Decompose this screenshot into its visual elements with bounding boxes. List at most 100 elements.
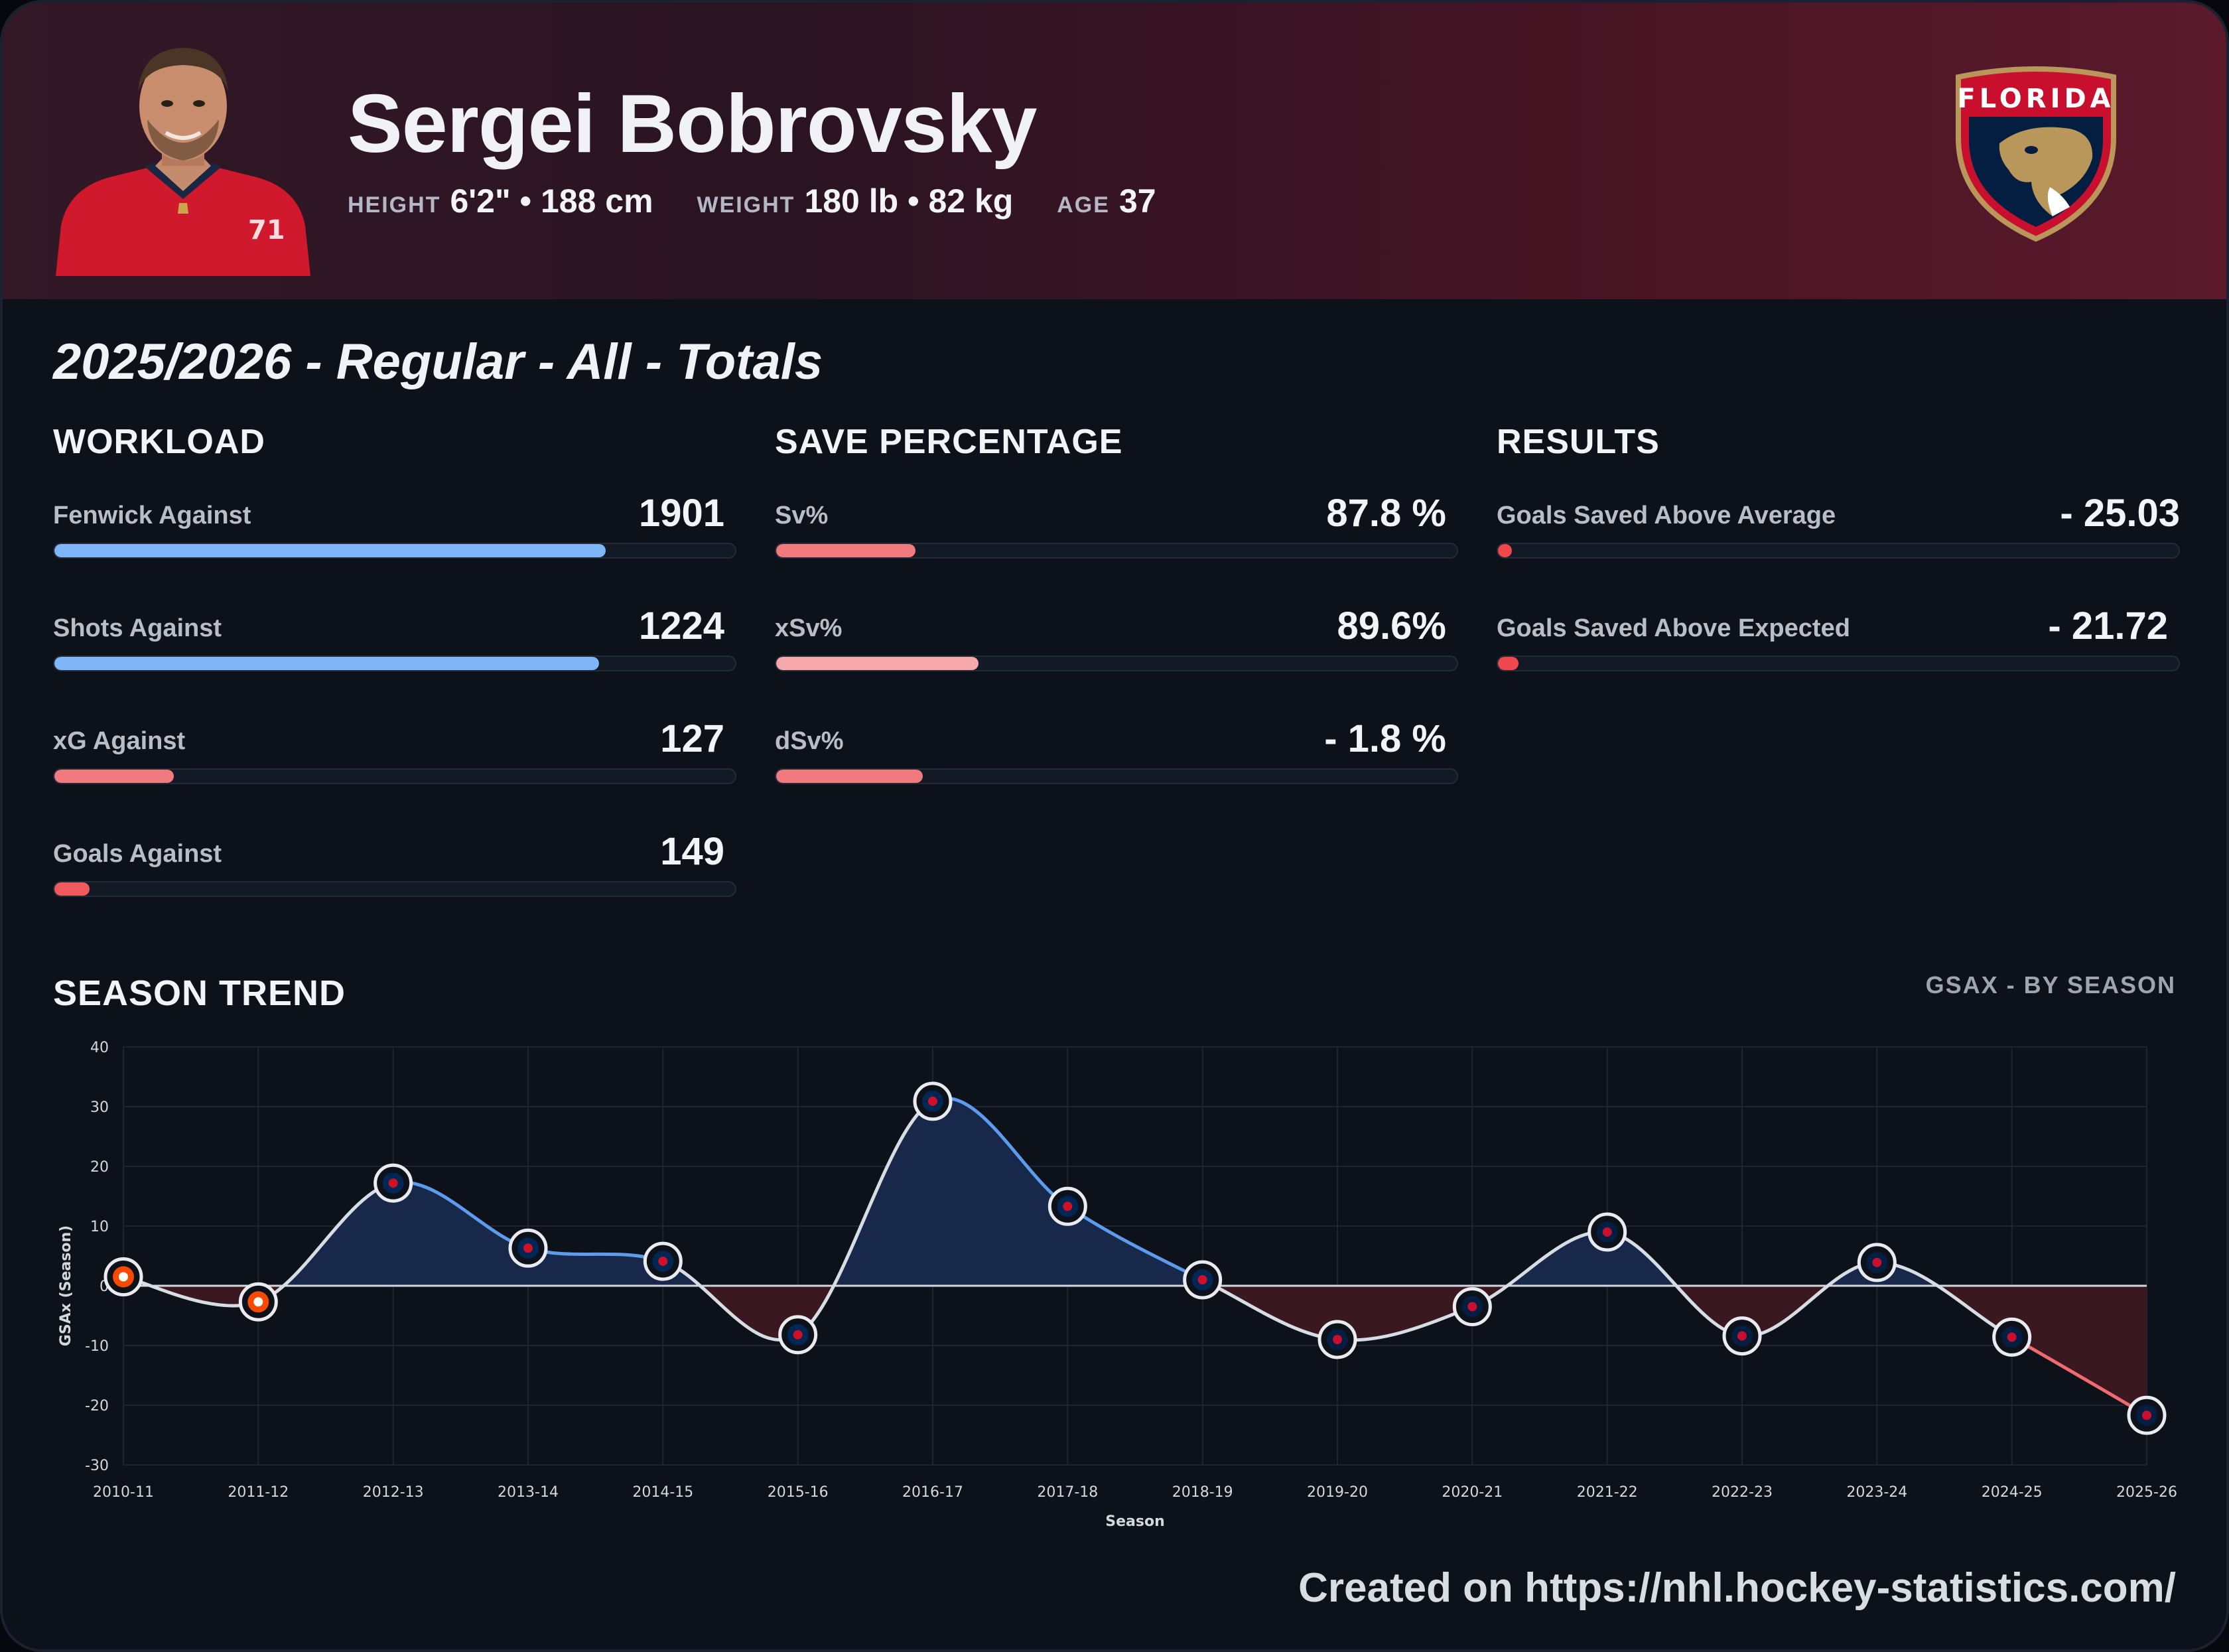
data-point [1587,1212,1627,1252]
metric-value: - 21.72 [2048,604,2168,648]
x-tick-label: 2015-16 [768,1484,829,1501]
metric-bar-fill [1498,657,1519,670]
player-meta: HEIGHT 6'2" • 188 cm WEIGHT 180 lb • 82 kg… [348,182,1191,220]
y-tick-label: -30 [85,1458,109,1474]
team-badge-accent [388,1178,398,1188]
team-logo-wordmark: FLORIDA [1957,84,2114,114]
x-tick-label: 2019-20 [1307,1484,1368,1501]
data-point [2127,1395,2167,1435]
results-heading: RESULTS [1497,423,1660,461]
metric-gsax: Goals Saved Above Expected - 21.72 [1497,604,2180,687]
data-point [1047,1186,1087,1226]
x-tick-label: 2025-26 [2116,1484,2177,1501]
metric-bar [775,543,1458,559]
workload-heading: WORKLOAD [53,423,265,461]
metric-xg-against: xG Against 127 [53,717,736,800]
metric-bar [775,768,1458,784]
chart-grid [123,1046,2147,1466]
data-point [238,1282,278,1322]
metric-bar-fill [54,882,90,896]
x-tick-label: 2010-11 [93,1484,154,1501]
metric-bar [1497,543,2180,559]
footer-credit: Created on https://nhl.hockey-statistics… [1298,1565,2176,1611]
metric-xsv-pct: xSv% 89.6% [775,604,1458,687]
height-value: 6'2" • 188 cm [450,182,653,220]
team-badge-accent [2007,1332,2017,1342]
area-positive [123,1098,2147,1286]
x-tick-label: 2023-24 [1846,1484,1907,1501]
metric-value: - 25.03 [2060,492,2180,535]
x-tick-label: 2021-22 [1577,1484,1638,1501]
team-badge-accent [1467,1302,1477,1312]
y-tick-label: -20 [85,1398,109,1414]
metric-gsaa: Goals Saved Above Average - 25.03 [1497,492,2180,575]
team-badge-accent [1737,1331,1747,1341]
metric-label: dSv% [775,727,844,755]
metric-sv-pct: Sv% 87.8 % [775,492,1458,575]
metric-label: Goals Saved Above Average [1497,502,1836,529]
data-point [373,1163,413,1203]
y-tick-label: 20 [90,1159,109,1176]
team-logo: FLORIDA [1956,66,2116,242]
player-name: Sergei Bobrovsky [348,78,1037,170]
x-tick-label: 2014-15 [632,1484,693,1501]
weight-value: 180 lb • 82 kg [804,182,1014,220]
metric-bar-fill [776,657,979,670]
team-badge-accent [928,1096,937,1106]
metric-bar-fill [776,770,923,783]
metric-bar-fill [54,770,174,783]
metric-bar [53,768,736,784]
data-point [913,1081,953,1121]
x-tick-label: 2022-23 [1712,1484,1773,1501]
data-point [1857,1243,1897,1282]
metric-fenwick-against: Fenwick Against 1901 [53,492,736,575]
y-tick-label: 10 [90,1219,109,1235]
metric-value: 89.6% [1337,604,1446,648]
svg-text:71: 71 [248,215,285,245]
metric-value: 127 [660,717,724,760]
data-point [643,1241,683,1281]
age-value: 37 [1118,182,1156,220]
x-tick-label: 2011-12 [228,1484,289,1501]
metric-bar [1497,655,2180,671]
metric-label: Sv% [775,502,829,529]
season-trend-subtitle: GSAX - BY SEASON [1925,971,2176,998]
metric-bar [53,543,736,559]
team-badge-accent [253,1297,263,1307]
metric-value: 149 [660,830,724,873]
metric-label: xSv% [775,614,843,642]
series-line-segment [797,1099,934,1336]
player-photo: 71 [56,48,310,276]
x-tick-label: 2016-17 [902,1484,963,1501]
season-trend-heading: SEASON TREND [53,973,346,1013]
x-tick-label: 2013-14 [498,1484,559,1501]
y-tick-label: 30 [90,1099,109,1116]
team-badge-accent [1872,1257,1882,1267]
data-point [1722,1316,1762,1356]
age-label: AGE [1057,192,1110,218]
metric-value: 1224 [638,604,724,648]
team-badge-accent [119,1272,128,1282]
data-point [1992,1317,2032,1357]
metric-bar [775,655,1458,671]
team-badge-accent [1333,1335,1342,1344]
metric-shots-against: Shots Against 1224 [53,604,736,687]
metric-label: Goals Saved Above Expected [1497,614,1850,642]
y-tick-label: -10 [85,1338,109,1355]
team-badge-accent [523,1243,533,1253]
data-point [1452,1287,1492,1326]
metric-value: 1901 [638,492,724,535]
team-badge-accent [1602,1227,1612,1237]
team-badge-accent [2142,1411,2151,1420]
season-filter-title: 2025/2026 - Regular - All - Totals [53,334,823,390]
x-tick-label: 2012-13 [363,1484,424,1501]
x-tick-label: 2018-19 [1172,1484,1233,1501]
data-point [508,1228,548,1268]
metric-goals-against: Goals Against 149 [53,830,736,913]
data-point [103,1257,143,1296]
metric-dsv-pct: dSv% - 1.8 % [775,717,1458,800]
x-tick-label: 2017-18 [1037,1484,1098,1501]
x-tick-label: 2024-25 [1982,1484,2043,1501]
player-header: 71 Sergei Bobrovsky HEIGHT 6'2" • 188 cm … [3,3,2226,299]
